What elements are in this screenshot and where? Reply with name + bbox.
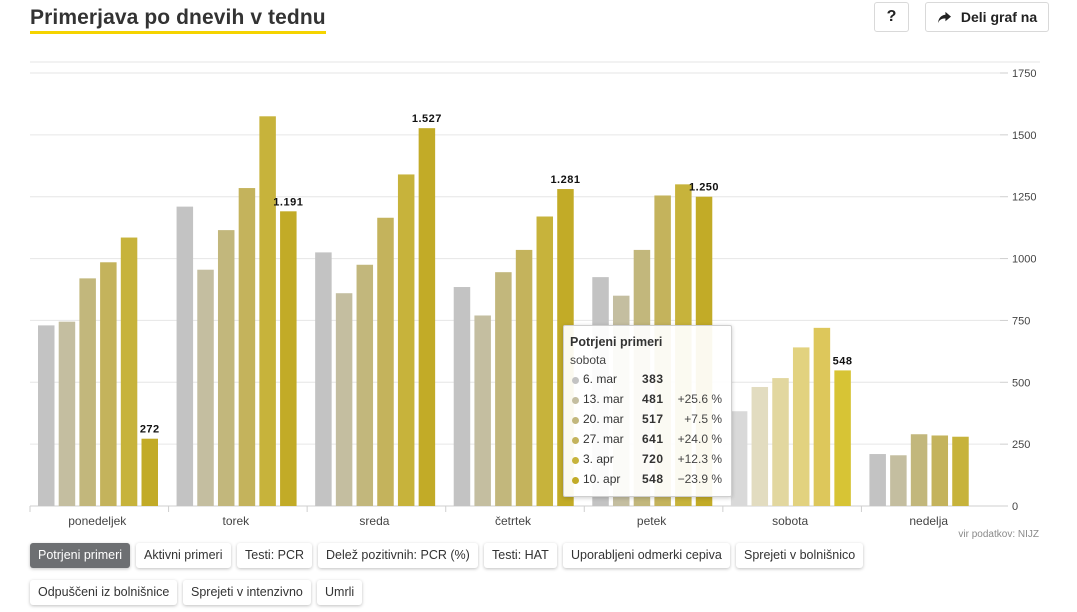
series-dot-icon [572, 377, 579, 384]
bar [751, 386, 769, 506]
bar [474, 315, 491, 506]
share-label: Deli graf na [960, 9, 1038, 25]
bar [217, 230, 235, 507]
bar [58, 321, 76, 506]
y-tick-label: 250 [1012, 439, 1030, 451]
chart-tooltip: Potrjeni primeri sobota 6. mar 383 13. ma… [563, 325, 732, 497]
bar [772, 378, 789, 506]
tab-aktivni-primeri[interactable]: Aktivni primeri [136, 543, 231, 568]
tooltip-row: 10. apr 548 −23.9 % [570, 472, 730, 488]
y-tick-label: 750 [1012, 315, 1030, 327]
x-tick-label: četrtek [495, 514, 532, 528]
help-button[interactable]: ? [874, 2, 909, 32]
y-tick-label: 1000 [1012, 254, 1036, 266]
bar [869, 454, 886, 506]
x-tick-label: sobota [772, 514, 808, 528]
weekday-bar-chart: 0 250 500 750 1000 1250 1500 1750 272 ponedeljek 1… [29, 61, 1040, 528]
tooltip-row: 27. mar 641 +24.0 % [570, 432, 730, 448]
bar [176, 206, 194, 506]
x-tick-label: sreda [359, 514, 389, 528]
bar [834, 370, 851, 506]
series-dot-icon [572, 437, 579, 444]
tab-sprejeti-v-intenzivno[interactable]: Sprejeti v intenzivno [183, 580, 311, 605]
bar [515, 249, 533, 506]
tab-testi-pcr[interactable]: Testi: PCR [237, 543, 313, 568]
bar [730, 411, 748, 506]
tooltip-day: sobota [570, 353, 607, 367]
tab-sprejeti-v-bolnisnico[interactable]: Sprejeti v bolnišnico [736, 543, 864, 568]
tab-odpusceni-iz-bolnisnice[interactable]: Odpuščeni iz bolnišnice [30, 580, 178, 605]
y-tick-label: 1750 [1012, 68, 1036, 80]
bar [197, 269, 214, 506]
share-button[interactable]: Deli graf na [925, 2, 1049, 32]
x-tick-label: nedelja [909, 514, 948, 528]
bar [259, 116, 276, 507]
data-label: 272 [140, 424, 160, 436]
bar [100, 262, 117, 506]
data-label: 1.191 [273, 196, 303, 208]
data-label: 1.281 [550, 174, 580, 186]
data-label: 548 [833, 355, 853, 367]
x-tick-label: torek [223, 514, 251, 528]
bar [335, 293, 353, 506]
bar [418, 128, 436, 506]
data-label: 1.527 [412, 113, 442, 125]
bar [931, 435, 949, 506]
tab-delez-pozitivnih-pcr[interactable]: Delež pozitivnih: PCR (%) [318, 543, 478, 568]
series-dot-icon [572, 417, 579, 424]
tooltip-title: Potrjeni primeri [570, 335, 663, 349]
bar [377, 217, 394, 506]
y-tick-label: 1500 [1012, 130, 1036, 142]
tab-uporabljeni-odmerki-cepiva[interactable]: Uporabljeni odmerki cepiva [563, 543, 730, 568]
share-arrow-icon [937, 11, 951, 23]
tab-umrli[interactable]: Umrli [317, 580, 363, 605]
series-dot-icon [572, 457, 579, 464]
bar [453, 287, 471, 506]
bar [356, 264, 374, 506]
bar [280, 211, 297, 507]
tab-testi-hat[interactable]: Testi: HAT [484, 543, 557, 568]
series-dot-icon [572, 397, 579, 404]
y-tick-label: 500 [1012, 377, 1030, 389]
y-tick-label: 1250 [1012, 192, 1036, 204]
bar [120, 237, 138, 507]
data-label: 1.250 [689, 182, 719, 194]
page-title: Primerjava po dnevih v tednu [30, 5, 326, 34]
x-tick-label: ponedeljek [68, 514, 127, 528]
x-tick-label: petek [637, 514, 667, 528]
bar [813, 327, 831, 506]
bar [792, 347, 810, 506]
bar [38, 325, 55, 506]
bar [890, 455, 907, 506]
data-source: vir podatkov: NIJZ [958, 529, 1039, 540]
bar [315, 252, 332, 506]
bar [238, 188, 256, 506]
series-dot-icon [572, 477, 579, 484]
y-tick-label: 0 [1012, 501, 1018, 513]
bar [952, 436, 969, 506]
bar [397, 174, 415, 506]
bar [141, 438, 158, 506]
tooltip-row: 13. mar 481 +25.6 % [570, 392, 730, 408]
tab-potrjeni-primeri[interactable]: Potrjeni primeri [30, 543, 131, 568]
tooltip-row: 20. mar 517 +7.5 % [570, 412, 730, 428]
bar [536, 216, 554, 506]
bar [910, 434, 928, 506]
bar [495, 272, 512, 506]
help-label: ? [886, 8, 897, 25]
tooltip-row: 3. apr 720 +12.3 % [570, 452, 730, 468]
tooltip-row: 6. mar 383 [570, 372, 730, 388]
bar [79, 278, 96, 506]
